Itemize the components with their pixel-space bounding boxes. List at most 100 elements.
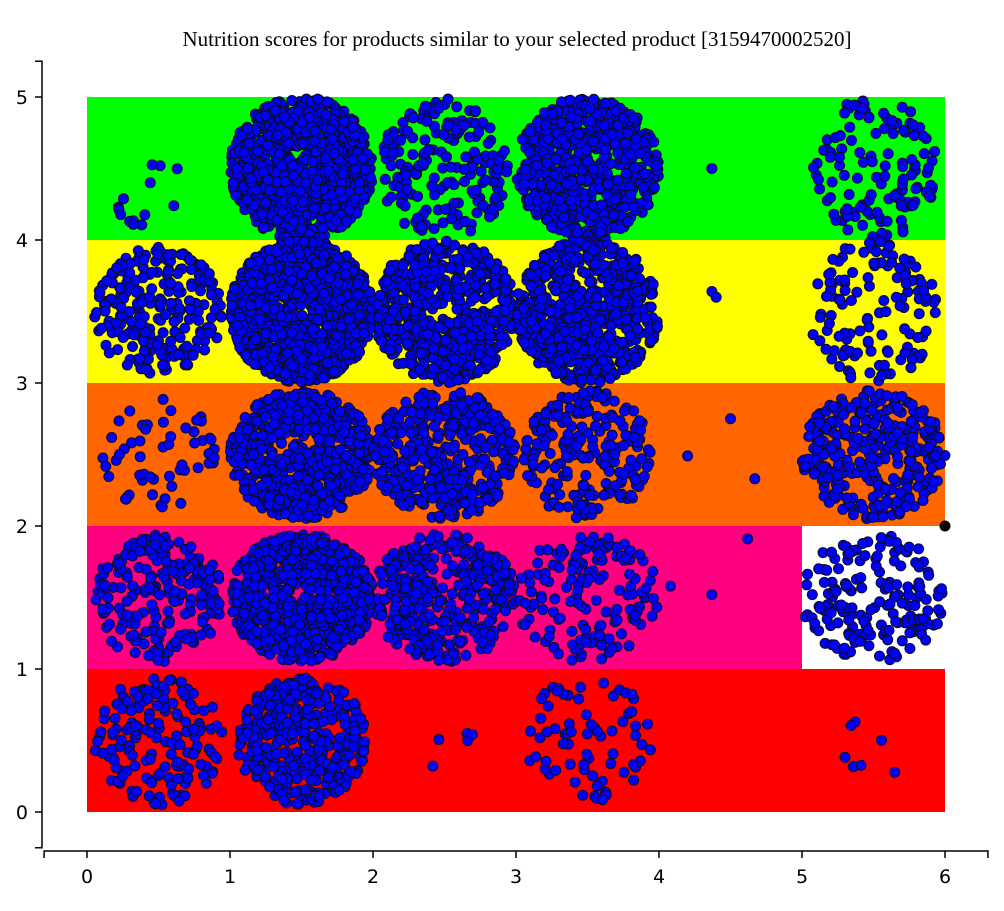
data-point — [900, 278, 912, 290]
data-point — [899, 323, 911, 335]
data-point — [335, 293, 347, 305]
data-point — [409, 305, 421, 317]
data-point — [347, 121, 359, 133]
data-point — [465, 330, 477, 342]
data-point — [446, 213, 458, 225]
data-point — [199, 344, 211, 356]
data-point — [287, 170, 299, 181]
data-point — [281, 347, 293, 359]
data-point — [267, 351, 279, 363]
data-point — [437, 371, 449, 383]
data-point — [518, 337, 530, 349]
data-point — [231, 319, 243, 331]
data-point — [894, 300, 906, 312]
chart-title: Nutrition scores for products similar to… — [183, 27, 852, 51]
data-point — [610, 105, 622, 117]
data-point — [140, 423, 152, 435]
data-point — [252, 146, 264, 157]
data-point — [192, 462, 204, 474]
data-point — [397, 280, 409, 292]
data-point — [897, 173, 909, 185]
data-point — [649, 182, 660, 193]
data-point — [138, 254, 150, 266]
data-point — [437, 346, 449, 358]
data-point — [415, 220, 427, 232]
data-point — [929, 307, 941, 319]
data-point — [415, 347, 427, 359]
data-point — [175, 497, 187, 509]
data-point — [427, 237, 438, 249]
data-point — [910, 183, 922, 195]
data-point — [286, 327, 298, 339]
data-point — [451, 101, 463, 113]
data-point — [627, 112, 639, 124]
data-point — [584, 276, 596, 288]
data-point — [865, 189, 877, 201]
data-point — [855, 201, 866, 213]
data-point — [571, 312, 583, 323]
data-point — [883, 240, 895, 252]
data-point — [920, 325, 932, 337]
data-point — [536, 293, 548, 305]
data-point — [553, 355, 565, 367]
data-point — [234, 341, 246, 353]
data-point — [437, 129, 449, 141]
data-point — [275, 186, 287, 198]
data-point — [278, 111, 290, 123]
data-point — [164, 470, 175, 482]
data-point — [401, 338, 413, 350]
data-point — [918, 148, 930, 160]
data-point — [862, 272, 874, 284]
data-point — [612, 174, 624, 186]
data-point — [296, 268, 307, 280]
data-point — [189, 437, 201, 449]
data-point — [399, 200, 411, 212]
data-point — [457, 342, 469, 354]
data-point — [343, 204, 355, 216]
data-point — [428, 342, 440, 354]
data-point — [528, 259, 540, 271]
data-point — [318, 287, 330, 299]
data-point — [95, 322, 107, 334]
data-point — [417, 157, 429, 169]
data-point — [842, 224, 854, 236]
data-point — [588, 136, 600, 148]
data-point — [308, 352, 320, 364]
data-point — [567, 164, 579, 176]
data-point — [613, 280, 625, 291]
data-point — [539, 192, 551, 204]
data-point — [812, 174, 824, 186]
data-point — [889, 190, 901, 201]
data-point — [629, 255, 641, 267]
data-point — [882, 346, 894, 358]
data-point — [876, 369, 888, 381]
data-point — [564, 94, 576, 106]
data-point — [468, 146, 480, 158]
data-point — [335, 321, 347, 332]
data-point — [651, 159, 663, 171]
data-point — [458, 119, 470, 131]
data-point — [598, 341, 610, 352]
data-point — [639, 312, 651, 324]
data-point — [604, 373, 616, 384]
data-point — [844, 121, 856, 133]
data-point — [323, 272, 335, 284]
data-point — [445, 262, 457, 274]
data-point — [871, 206, 883, 218]
data-point — [165, 335, 177, 347]
data-point — [94, 286, 106, 298]
data-point — [155, 299, 167, 310]
data-point — [238, 147, 250, 159]
data-point — [500, 273, 512, 285]
data-point — [260, 110, 272, 122]
data-point — [605, 158, 617, 170]
data-point — [584, 103, 596, 114]
data-point — [205, 434, 217, 445]
data-point — [539, 252, 551, 264]
data-point — [605, 242, 617, 254]
data-point — [612, 119, 624, 131]
data-point — [443, 120, 455, 131]
data-point — [184, 254, 196, 266]
data-point — [412, 190, 423, 202]
data-point — [123, 306, 135, 318]
